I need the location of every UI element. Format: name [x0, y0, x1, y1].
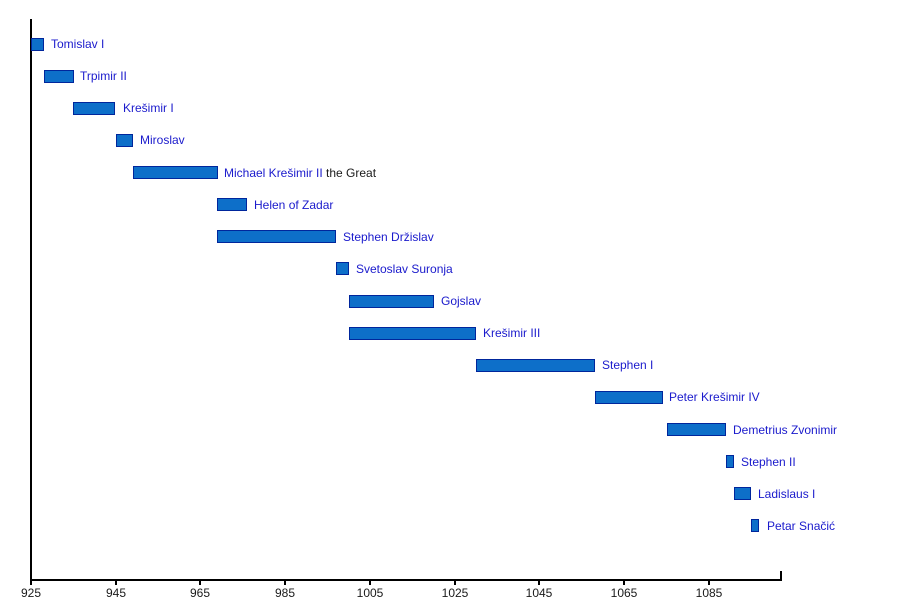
ruler-label: Ladislaus I — [758, 487, 815, 501]
x-tick-label: 1025 — [441, 586, 469, 600]
reign-bar — [349, 327, 476, 340]
ruler-name-link[interactable]: Tomislav I — [51, 37, 105, 51]
ruler-label: Stephen I — [602, 358, 653, 372]
x-tick-label: 985 — [274, 586, 296, 600]
ruler-name-link[interactable]: Svetoslav Suronja — [356, 262, 453, 276]
x-tick — [623, 579, 625, 585]
ruler-name-link[interactable]: Helen of Zadar — [254, 198, 334, 212]
x-tick — [30, 579, 32, 585]
ruler-name-link[interactable]: Trpimir II — [80, 69, 127, 83]
reign-bar — [751, 519, 759, 532]
ruler-label: Stephen II — [741, 455, 796, 469]
x-tick-label: 1045 — [525, 586, 553, 600]
ruler-name-suffix: the Great — [322, 166, 377, 180]
reign-bar — [217, 230, 336, 243]
y-axis — [30, 19, 32, 580]
x-tick-label: 965 — [189, 586, 211, 600]
x-tick — [369, 579, 371, 585]
reign-bar — [44, 70, 74, 83]
ruler-label: Demetrius Zvonimir — [733, 423, 837, 437]
ruler-name-link[interactable]: Ladislaus I — [758, 487, 816, 501]
reign-bar — [133, 166, 218, 179]
x-tick-label: 1065 — [610, 586, 638, 600]
ruler-label: Gojslav — [441, 294, 481, 308]
x-tick — [538, 579, 540, 585]
ruler-name-link[interactable]: Peter Krešimir IV — [669, 390, 760, 404]
ruler-label: Svetoslav Suronja — [356, 262, 453, 276]
x-tick-label: 945 — [105, 586, 127, 600]
ruler-label: Peter Krešimir IV — [669, 390, 760, 404]
x-tick — [708, 579, 710, 585]
reign-bar — [726, 455, 734, 468]
ruler-name-link[interactable]: Michael Krešimir II — [224, 166, 323, 180]
ruler-name-link[interactable]: Stephen I — [602, 358, 654, 372]
reign-bar — [217, 198, 247, 211]
x-tick — [454, 579, 456, 585]
reign-bar — [734, 487, 751, 500]
ruler-label: Trpimir II — [80, 69, 127, 83]
x-tick-label: 1005 — [356, 586, 384, 600]
ruler-label: Stephen Držislav — [343, 230, 434, 244]
ruler-name-link[interactable]: Krešimir I — [123, 101, 174, 115]
x-tick-label: 1085 — [695, 586, 723, 600]
reign-bar — [31, 38, 44, 51]
ruler-name-link[interactable]: Miroslav — [140, 133, 185, 147]
reign-bar — [595, 391, 663, 404]
x-tick — [199, 579, 201, 585]
ruler-name-link[interactable]: Gojslav — [441, 294, 482, 308]
reign-bar — [336, 262, 349, 275]
x-tick — [284, 579, 286, 585]
ruler-name-link[interactable]: Demetrius Zvonimir — [733, 423, 838, 437]
ruler-label: Krešimir III — [483, 326, 540, 340]
ruler-name-link[interactable]: Stephen II — [741, 455, 796, 469]
reign-bar — [73, 102, 115, 115]
ruler-label: Miroslav — [140, 133, 185, 147]
ruler-label: Petar Snačić — [767, 519, 835, 533]
ruler-label: Michael Krešimir II the Great — [224, 166, 376, 180]
reign-bar — [667, 423, 726, 436]
reign-bar — [116, 134, 133, 147]
axis-end-tick — [780, 571, 782, 579]
ruler-name-link[interactable]: Krešimir III — [483, 326, 541, 340]
reign-bar — [349, 295, 434, 308]
x-tick-label: 925 — [20, 586, 42, 600]
ruler-label: Helen of Zadar — [254, 198, 333, 212]
ruler-label: Tomislav I — [51, 37, 104, 51]
x-axis — [30, 579, 782, 581]
ruler-name-link[interactable]: Petar Snačić — [767, 519, 836, 533]
ruler-label: Krešimir I — [123, 101, 174, 115]
x-tick — [115, 579, 117, 585]
ruler-name-link[interactable]: Stephen Držislav — [343, 230, 434, 244]
reign-bar — [476, 359, 595, 372]
